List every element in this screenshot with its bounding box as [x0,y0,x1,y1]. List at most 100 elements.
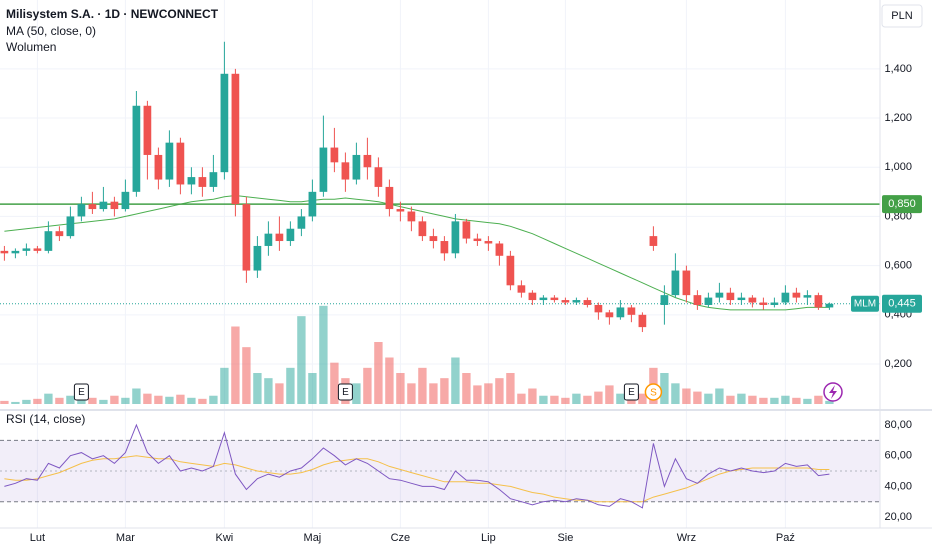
volume-bar [704,393,713,404]
volume-bar [220,367,229,404]
candle-body [770,302,779,305]
candle-body [594,304,603,313]
candle-body [0,250,9,254]
candle-body [341,162,350,180]
rsi-tick-label: 40,00 [884,480,912,492]
candle-body [165,142,174,180]
volume-bar [781,395,790,404]
candle-body [374,167,383,187]
x-tick-label: Paź [776,532,795,544]
candle-body [583,300,592,305]
candle-body [253,245,262,271]
candle-body [737,297,746,301]
y-tick-label: 0,200 [884,358,912,370]
currency-box[interactable] [881,4,923,28]
volume-bar [451,357,460,404]
volume-bar [495,378,504,404]
rsi-tick-label: 80,00 [884,419,912,431]
event-label[interactable]: E [628,387,635,398]
volume-bar [242,347,251,404]
candle-body [814,295,823,308]
icon-bolt[interactable] [829,385,837,399]
event-icon[interactable] [644,383,663,401]
candle-body [242,204,251,271]
volume-bar [737,393,746,404]
volume-bar [825,400,834,404]
last-price-box [882,294,922,313]
volume-bar [418,367,427,404]
y-tick-label: 0,600 [884,260,912,272]
candle-body [77,204,86,217]
candle-body [638,314,647,328]
event-icon[interactable] [337,383,353,401]
candle-body [495,243,504,256]
candle-body [781,292,790,303]
volume-bar [616,393,625,404]
candle-body [44,231,53,251]
event-label[interactable]: E [342,387,349,398]
last-price-label: 0,445 [888,298,916,310]
event-label[interactable]: S [650,388,657,399]
volume-bar [352,383,361,404]
volume-bar [572,393,581,404]
volume-bar [110,395,119,404]
candle-body [319,147,328,192]
indicator-label: MA (50, close, 0) [6,24,96,38]
volume-bar [209,395,218,404]
event-icon[interactable] [623,383,639,401]
candle-body [66,216,75,237]
candle-body [352,154,361,180]
volume-bar [330,362,339,404]
y-tick-label: 1,200 [884,112,912,124]
x-tick-label: Maj [304,532,322,544]
candle-body [693,295,702,305]
rsi-tick-label: 20,00 [884,511,912,523]
lightning-icon[interactable] [823,382,843,402]
candle-body [154,154,163,180]
event-label[interactable]: E [78,387,85,398]
volume-bar [253,373,262,404]
candle-body [385,186,394,210]
candle-body [88,204,97,210]
volume-bar [506,373,515,404]
candle-body [572,300,581,303]
volume-bar [561,397,570,404]
volume-bar [77,398,86,404]
volume-bar [759,397,768,404]
x-tick-label: Lut [30,532,45,544]
candle-body [506,255,515,286]
volume-bar [198,398,207,404]
candle-body [55,231,64,237]
event-icon[interactable] [73,383,89,401]
volume-bar [638,393,647,404]
x-tick-label: Kwi [216,532,234,544]
volume-bar [583,395,592,404]
rsi-line [4,423,830,509]
volume-bar [44,393,53,404]
currency[interactable]: PLN [891,10,912,22]
chart-title: Milisystem S.A. · 1D · NEWCONNECT [6,7,219,21]
candle-body [363,154,372,168]
candle-body [473,238,482,242]
volume-bar [231,326,240,404]
candle-body [132,105,141,192]
candle-body [121,191,130,210]
candle-body [198,177,207,187]
hline-label-box [882,195,922,214]
volume-bar [770,397,779,404]
candle-body [484,241,493,244]
volume-bar [143,393,152,404]
candle-body [825,303,834,308]
volume-bar [715,388,724,404]
volume-bar [99,399,108,404]
x-tick-label: Wrz [677,532,696,544]
hline-label: 0,850 [888,198,916,210]
volume-bar [33,398,42,404]
candle-body [462,221,471,239]
indicator-label: Wolumen [6,40,56,54]
candle-body [803,295,812,298]
volume-bar [528,388,537,404]
volume-bar [385,357,394,404]
candle-body [209,172,218,187]
volume-bar [363,367,372,404]
